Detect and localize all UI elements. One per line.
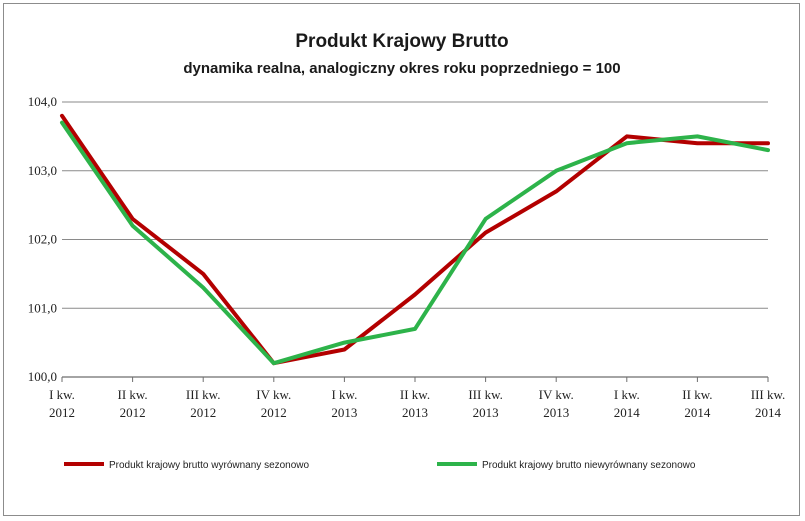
legend-label: Produkt krajowy brutto niewyrównany sezo…: [482, 460, 696, 471]
x-tick-label: IV kw. 2013: [539, 387, 574, 420]
x-tick-label: I kw. 2012: [49, 387, 75, 420]
gridlines: [62, 101, 768, 378]
x-tick-label: II kw. 2014: [682, 387, 712, 420]
x-tick-label: I kw. 2013: [331, 387, 357, 420]
legend: Produkt krajowy brutto wyrównany sezonow…: [64, 460, 696, 471]
x-tick-label: III kw. 2014: [751, 387, 786, 420]
y-tick-label: 100,0: [28, 369, 57, 384]
y-tick-label: 102,0: [28, 232, 57, 247]
x-tick-label: II kw. 2012: [117, 387, 147, 420]
chart-title: Produkt Krajowy Brutto: [295, 31, 508, 52]
x-tick-label: III kw. 2012: [186, 387, 221, 420]
x-tick-label: III kw. 2013: [468, 387, 503, 420]
chart-subtitle: dynamika realna, analogiczny okres roku …: [183, 60, 620, 77]
y-axis-ticks: 100,0 101,0 102,0 103,0 104,0: [28, 94, 57, 384]
x-tick-label: I kw. 2014: [614, 387, 641, 420]
x-tick-label: II kw. 2013: [400, 387, 430, 420]
x-tick-label: IV kw. 2012: [256, 387, 291, 420]
y-tick-label: 104,0: [28, 94, 57, 109]
x-axis-ticks: I kw. 2012 II kw. 2012 III kw. 2012 IV kw. 2012…: [49, 377, 785, 420]
y-tick-label: 103,0: [28, 163, 57, 178]
series-line-2: [60, 120, 770, 366]
y-tick-label: 101,0: [28, 300, 57, 315]
series-lines: [60, 113, 770, 366]
legend-label: Produkt krajowy brutto wyrównany sezonow…: [109, 460, 310, 471]
chart-frame: [3, 3, 800, 516]
